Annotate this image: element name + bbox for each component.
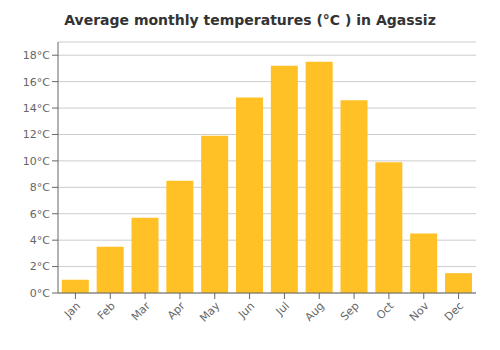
svg-text:8°C: 8°C <box>30 181 50 194</box>
svg-text:16°C: 16°C <box>23 76 50 89</box>
svg-text:12°C: 12°C <box>23 128 50 141</box>
svg-text:Sep: Sep <box>338 299 362 323</box>
svg-text:Dec: Dec <box>442 299 466 323</box>
svg-text:Feb: Feb <box>95 299 118 322</box>
svg-text:6°C: 6°C <box>30 208 50 221</box>
svg-text:Nov: Nov <box>407 299 432 324</box>
svg-text:Oct: Oct <box>374 299 397 322</box>
svg-text:Jul: Jul <box>273 299 292 318</box>
svg-text:0°C: 0°C <box>30 287 50 300</box>
html-text:Average monthly temperatures (: Average monthly temperatures (°C ) in Ag… <box>64 12 436 28</box>
svg-text:Apr: Apr <box>165 299 188 322</box>
svg-text:2°C: 2°C <box>30 260 50 273</box>
svg-text:14°C: 14°C <box>23 102 50 115</box>
svg-text:4°C: 4°C <box>30 234 50 247</box>
svg-text:Jan: Jan <box>61 299 83 321</box>
svg-text:10°C: 10°C <box>23 155 50 168</box>
svg-text:Jun: Jun <box>235 299 257 321</box>
svg-text:Aug: Aug <box>303 299 327 323</box>
svg-text:18°C: 18°C <box>23 49 50 62</box>
svg-text:Mar: Mar <box>129 299 153 323</box>
svg-text:May: May <box>197 299 223 325</box>
